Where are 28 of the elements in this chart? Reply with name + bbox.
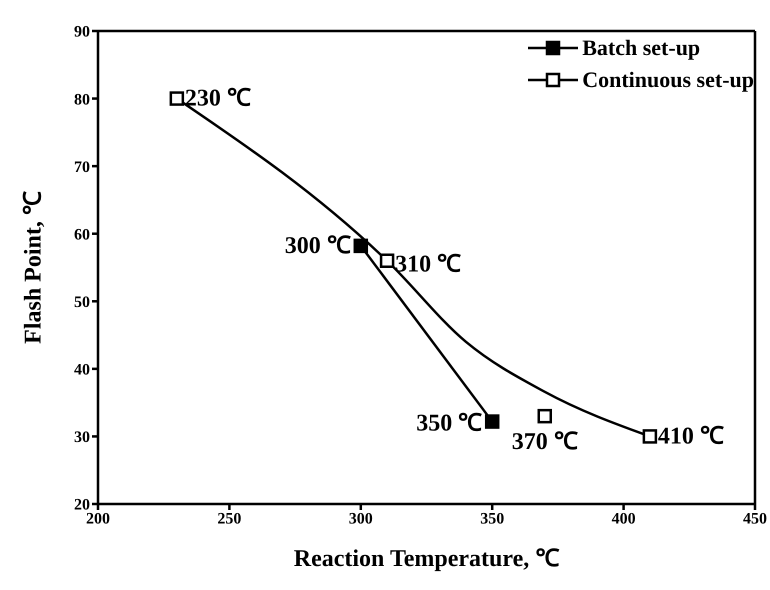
x-tick-label: 300	[348, 510, 373, 528]
x-tick-label: 400	[612, 510, 636, 528]
legend-label: Continuous set-up	[582, 66, 754, 94]
point	[380, 253, 394, 268]
point	[170, 91, 184, 106]
annotation: 370 ℃	[512, 429, 578, 456]
annotation: 350 ℃	[416, 410, 482, 437]
legend-label: Batch set-up	[582, 34, 700, 62]
y-tick-label: 80	[74, 91, 90, 108]
x-tick-label: 250	[217, 510, 242, 528]
y-axis-title: Flash Point, ℃	[20, 191, 47, 344]
y-tick-label: 50	[74, 294, 90, 311]
y-tick-label: 40	[74, 362, 90, 379]
point	[538, 408, 552, 424]
annotation: 300 ℃	[284, 232, 351, 259]
annotation: 230 ℃	[184, 86, 251, 112]
point	[354, 238, 368, 254]
y-tick-label: 70	[74, 158, 90, 176]
point	[484, 414, 500, 429]
x-tick-label: 450	[743, 510, 767, 528]
annotation: 310 ℃	[395, 252, 462, 278]
point	[642, 429, 658, 444]
y-tick-label: 30	[74, 429, 90, 446]
x-tick-label: 350	[480, 510, 504, 528]
y-tick-label: 90	[74, 24, 90, 41]
y-tick-label: 60	[74, 226, 90, 244]
x-axis-title: Reaction Temperature, ℃	[294, 546, 560, 572]
annotation: 410 ℃	[658, 423, 724, 450]
